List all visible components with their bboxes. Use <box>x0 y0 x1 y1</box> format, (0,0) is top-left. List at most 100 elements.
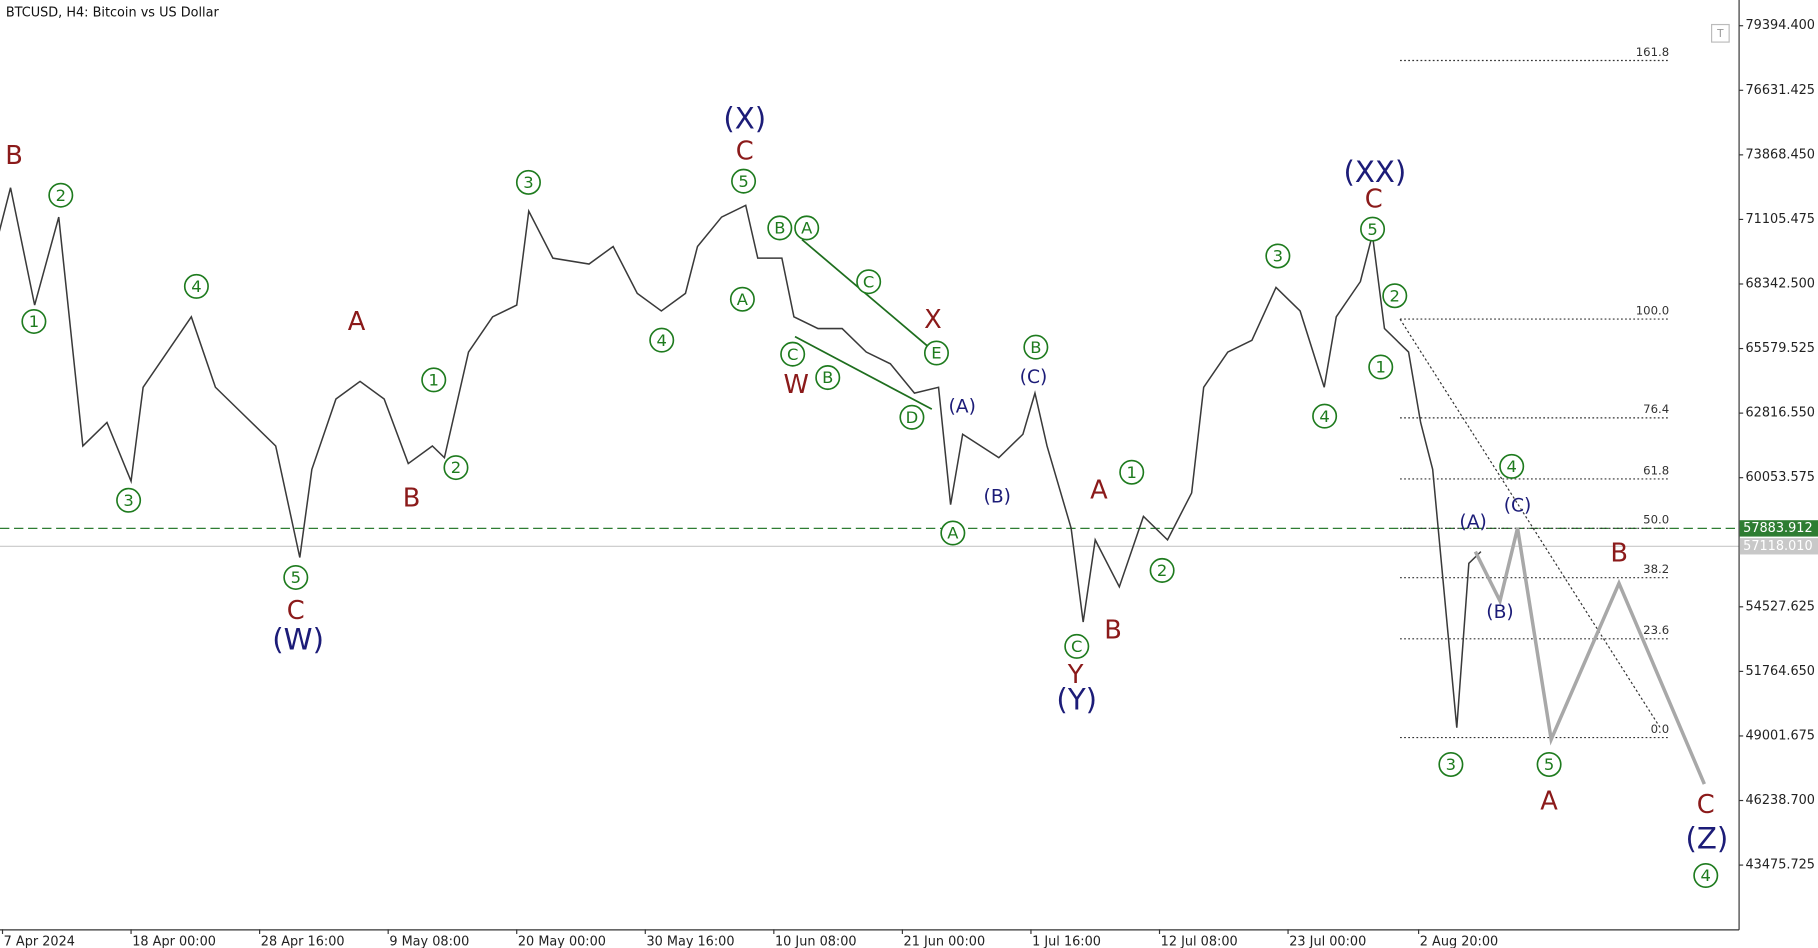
wave-label: B <box>5 141 23 171</box>
wave-label: (XX) <box>1343 155 1406 189</box>
wave-label: 3 <box>1273 247 1283 266</box>
x-tick-label: 2 Aug 20:00 <box>1420 935 1498 948</box>
y-tick-label: 68342.500 <box>1746 276 1815 291</box>
wave-label: A <box>1540 786 1558 816</box>
price-label-box <box>1739 520 1818 537</box>
wave-label: E <box>931 344 941 363</box>
wave-label: B <box>1104 616 1122 646</box>
wave-label: C <box>1071 637 1082 656</box>
wave-label: 4 <box>191 277 201 296</box>
wave-circle <box>1312 403 1338 429</box>
wave-label: (X) <box>723 101 766 135</box>
wave-label: A <box>348 307 366 337</box>
wave-label: 1 <box>429 371 439 390</box>
wave-label: C <box>1365 184 1383 214</box>
wave-label: 5 <box>291 568 301 587</box>
y-tick-label: 60053.575 <box>1746 470 1815 485</box>
toolbar-button[interactable] <box>1711 23 1730 43</box>
wave-label: X <box>924 305 942 335</box>
y-tick-label: 79394.400 <box>1746 18 1815 33</box>
wave-circle <box>767 215 793 241</box>
wave-circle <box>1693 863 1719 889</box>
wave-label: 5 <box>1544 755 1554 774</box>
wave-label: 4 <box>1319 407 1329 426</box>
wave-circle <box>780 341 806 367</box>
fib-label: 23.6 <box>1643 623 1669 637</box>
wave-circle <box>794 215 820 241</box>
y-tick-label: 76631.425 <box>1746 83 1815 98</box>
wave-circle <box>1499 453 1525 479</box>
wave-label: B <box>1610 539 1628 569</box>
fib-label: 50.0 <box>1643 513 1669 527</box>
wave-label: B <box>774 219 785 238</box>
y-tick-label: 62816.550 <box>1746 406 1815 421</box>
wave-label: C <box>1697 790 1715 820</box>
fib-label: 100.0 <box>1636 303 1669 317</box>
wave-label: (Z) <box>1686 821 1729 855</box>
channel-line <box>801 238 934 352</box>
wave-label: 1 <box>1376 358 1386 377</box>
x-tick-label: 30 May 16:00 <box>646 935 734 948</box>
wave-label: 4 <box>1701 866 1711 885</box>
wave-circle <box>729 286 755 312</box>
wave-label: B <box>1030 338 1041 357</box>
wave-circle <box>1360 216 1386 242</box>
wave-label: (A) <box>949 396 976 417</box>
wave-circle <box>421 367 447 393</box>
price-label: 57883.912 <box>1743 521 1812 536</box>
toolbar-button-label[interactable]: T <box>1716 28 1724 40</box>
price-label-box <box>1739 538 1818 555</box>
wave-label: C <box>787 345 798 364</box>
wave-label: (Y) <box>1056 682 1097 716</box>
wave-label: 3 <box>1446 755 1456 774</box>
wave-label: (B) <box>1486 602 1513 623</box>
wave-circle <box>443 455 469 481</box>
fib-label: 161.8 <box>1636 45 1669 59</box>
wave-label: C <box>287 596 305 626</box>
x-tick-label: 1 Jul 16:00 <box>1032 935 1101 948</box>
wave-label: 2 <box>1390 286 1400 305</box>
wave-label: (C) <box>1020 367 1048 388</box>
wave-circle <box>1064 633 1090 659</box>
wave-label: 5 <box>738 172 748 191</box>
y-tick-label: 71105.475 <box>1746 212 1815 227</box>
price-line-series <box>0 187 1482 728</box>
wave-circle <box>731 168 757 194</box>
wave-label: 2 <box>56 186 66 205</box>
y-tick-label: 54527.625 <box>1746 599 1815 614</box>
fib-label: 38.2 <box>1643 562 1669 576</box>
x-tick-label: 28 Apr 16:00 <box>261 935 345 948</box>
wave-circle <box>1536 751 1562 777</box>
wave-circle <box>515 169 541 195</box>
wave-label: B <box>822 368 833 387</box>
wave-label: A <box>737 290 749 309</box>
wave-label: 4 <box>657 331 667 350</box>
wave-label: (C) <box>1504 496 1532 517</box>
x-tick-label: 23 Jul 00:00 <box>1289 935 1366 948</box>
y-tick-label: 51764.650 <box>1746 664 1815 679</box>
wave-label: (W) <box>272 623 324 657</box>
chart-title: BTCUSD, H4: Bitcoin vs US Dollar <box>6 5 220 20</box>
wave-label: B <box>403 484 421 514</box>
wave-label: A <box>1090 475 1108 505</box>
wave-circle <box>899 404 925 430</box>
wave-circle <box>815 365 841 391</box>
wave-circle <box>1382 283 1408 309</box>
wave-circle <box>21 308 47 334</box>
wave-circle <box>923 340 949 366</box>
wave-label: 3 <box>123 491 133 510</box>
x-tick-label: 18 Apr 00:00 <box>132 935 216 948</box>
wave-circle <box>649 327 675 353</box>
x-tick-label: 20 May 00:00 <box>518 935 606 948</box>
wave-circle <box>1438 751 1464 777</box>
wave-label: 3 <box>523 173 533 192</box>
wave-circle <box>1023 334 1049 360</box>
wave-label: 5 <box>1367 220 1377 239</box>
price-label: 57118.010 <box>1743 539 1812 554</box>
wave-label: 1 <box>29 312 39 331</box>
wave-circle <box>1265 243 1291 269</box>
y-tick-label: 49001.675 <box>1746 728 1815 743</box>
wave-label: 1 <box>1127 463 1137 482</box>
